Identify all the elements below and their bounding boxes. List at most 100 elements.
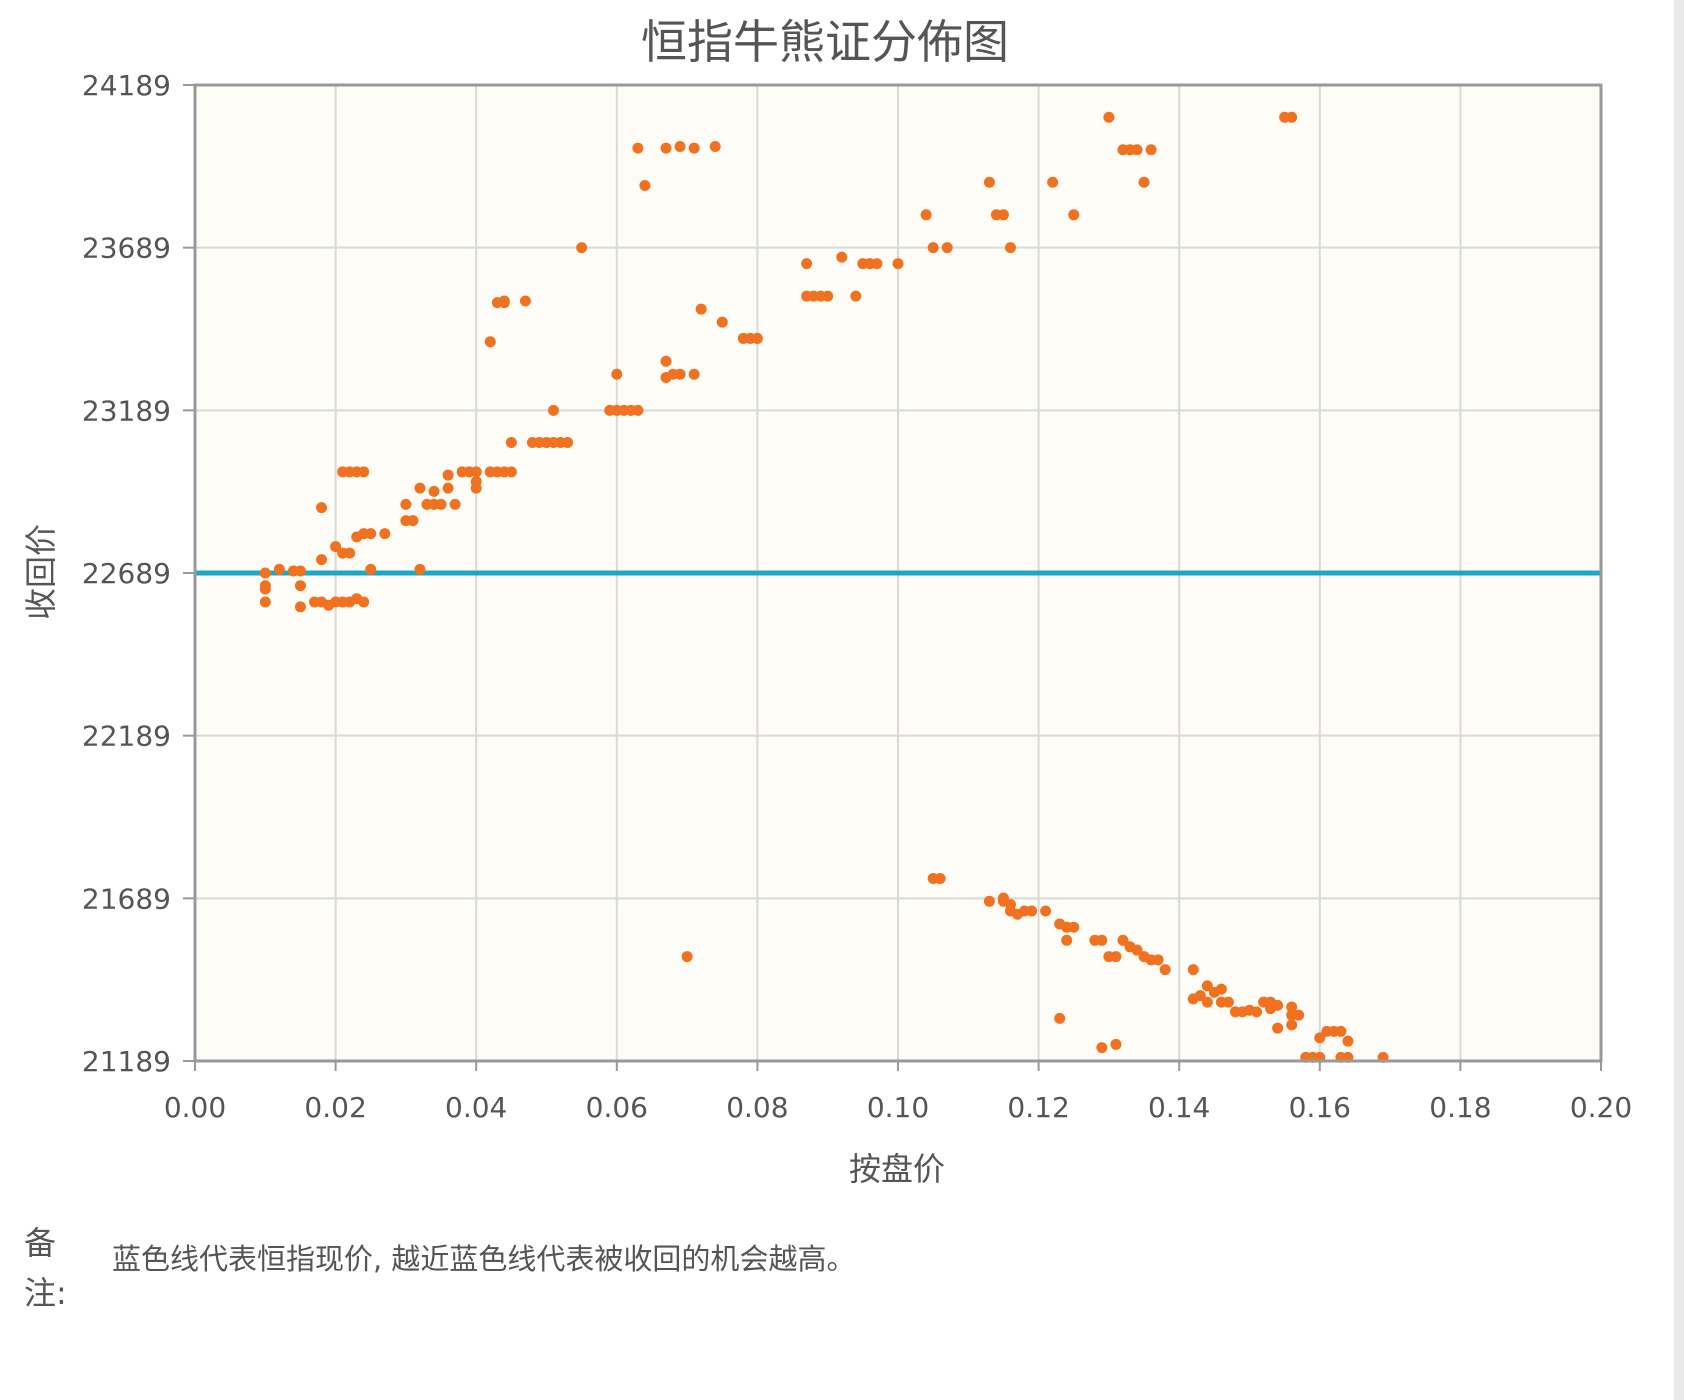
y-axis-ticks: 21189 21689 22189 22689 23189 23689 24189 [82,69,195,1078]
data-point [836,251,848,263]
data-point [1335,1025,1347,1037]
data-point [344,547,356,559]
chart-title: 恒指牛熊证分佈图 [641,15,1009,69]
data-point [358,466,370,478]
data-point [365,563,377,575]
data-point [1152,954,1164,966]
data-point [1117,934,1129,946]
data-point [273,563,285,575]
data-point [674,140,686,152]
data-point [379,528,391,540]
data-point [1314,1032,1326,1044]
data-point [751,332,763,344]
y-tick-label: 21189 [82,1045,171,1078]
data-point [1054,1012,1066,1024]
data-point [927,242,939,254]
data-point [934,872,946,884]
data-point [1047,176,1059,188]
y-tick-label: 22189 [82,720,171,753]
data-point [470,466,482,478]
page-scrollbar[interactable] [1674,0,1684,1400]
x-tick-label: 0.08 [726,1091,788,1124]
data-point [442,469,454,481]
data-point [983,895,995,907]
y-tick-label: 24189 [82,69,171,102]
data-point [1131,144,1143,156]
x-tick-label: 0.04 [445,1091,507,1124]
data-point [1110,951,1122,963]
data-point [1272,1022,1284,1034]
data-point [1286,1001,1298,1013]
note-text: 蓝色线代表恒指现价, 越近蓝色线代表被收回的机会越高。 [112,1242,856,1276]
data-point [294,580,306,592]
data-point [358,596,370,608]
x-tick-label: 0.10 [867,1091,929,1124]
data-point [709,140,721,152]
data-point [449,498,461,510]
data-point [632,142,644,154]
x-tick-label: 0.20 [1570,1091,1632,1124]
x-tick-label: 0.16 [1289,1091,1351,1124]
data-point [688,142,700,154]
data-point [1286,1019,1298,1031]
data-point [1061,934,1073,946]
data-point [871,258,883,270]
x-tick-label: 0.02 [304,1091,366,1124]
data-point [1293,1009,1305,1021]
data-point [1201,980,1213,992]
data-point [484,336,496,348]
y-tick-label: 23689 [82,232,171,265]
data-point [695,303,707,315]
data-point [435,498,447,510]
x-axis-title: 按盘价 [849,1150,945,1188]
data-point [674,368,686,380]
data-point [1194,990,1206,1002]
data-point [920,209,932,221]
data-point [983,176,995,188]
data-point [1222,996,1234,1008]
data-point [1145,144,1157,156]
data-point [470,476,482,488]
data-point [505,437,517,449]
data-point [1159,964,1171,976]
data-point [316,554,328,566]
data-point [414,563,426,575]
data-point [1187,964,1199,976]
data-point [442,482,454,494]
data-point [1110,1038,1122,1050]
data-points [259,111,1389,1063]
x-tick-label: 0.18 [1429,1091,1491,1124]
data-point [330,541,342,553]
data-point [1286,111,1298,123]
data-point [316,502,328,514]
data-point [1096,1042,1108,1054]
data-point [505,466,517,478]
data-point [688,368,700,380]
data-point [822,290,834,302]
data-point [1138,176,1150,188]
data-point [716,316,728,328]
data-point [1068,921,1080,933]
y-axis-title: 收回价 [22,524,60,620]
data-point [997,209,1009,221]
data-point [632,404,644,416]
data-point [259,596,271,608]
data-point [294,565,306,577]
data-point [1040,905,1052,917]
data-point [365,528,377,540]
data-point [681,951,693,963]
data-point [660,355,672,367]
data-point [259,567,271,579]
data-point [892,258,904,270]
data-point [1201,996,1213,1008]
data-point [498,295,510,307]
x-axis-ticks: 0.00 0.02 0.04 0.06 0.08 0.10 0.12 0.14 0.16 0.18… [164,1061,1632,1124]
data-point [548,404,560,416]
data-point [801,258,813,270]
data-point [576,242,588,254]
data-point [428,485,440,497]
data-point [407,515,419,527]
data-point [1004,242,1016,254]
